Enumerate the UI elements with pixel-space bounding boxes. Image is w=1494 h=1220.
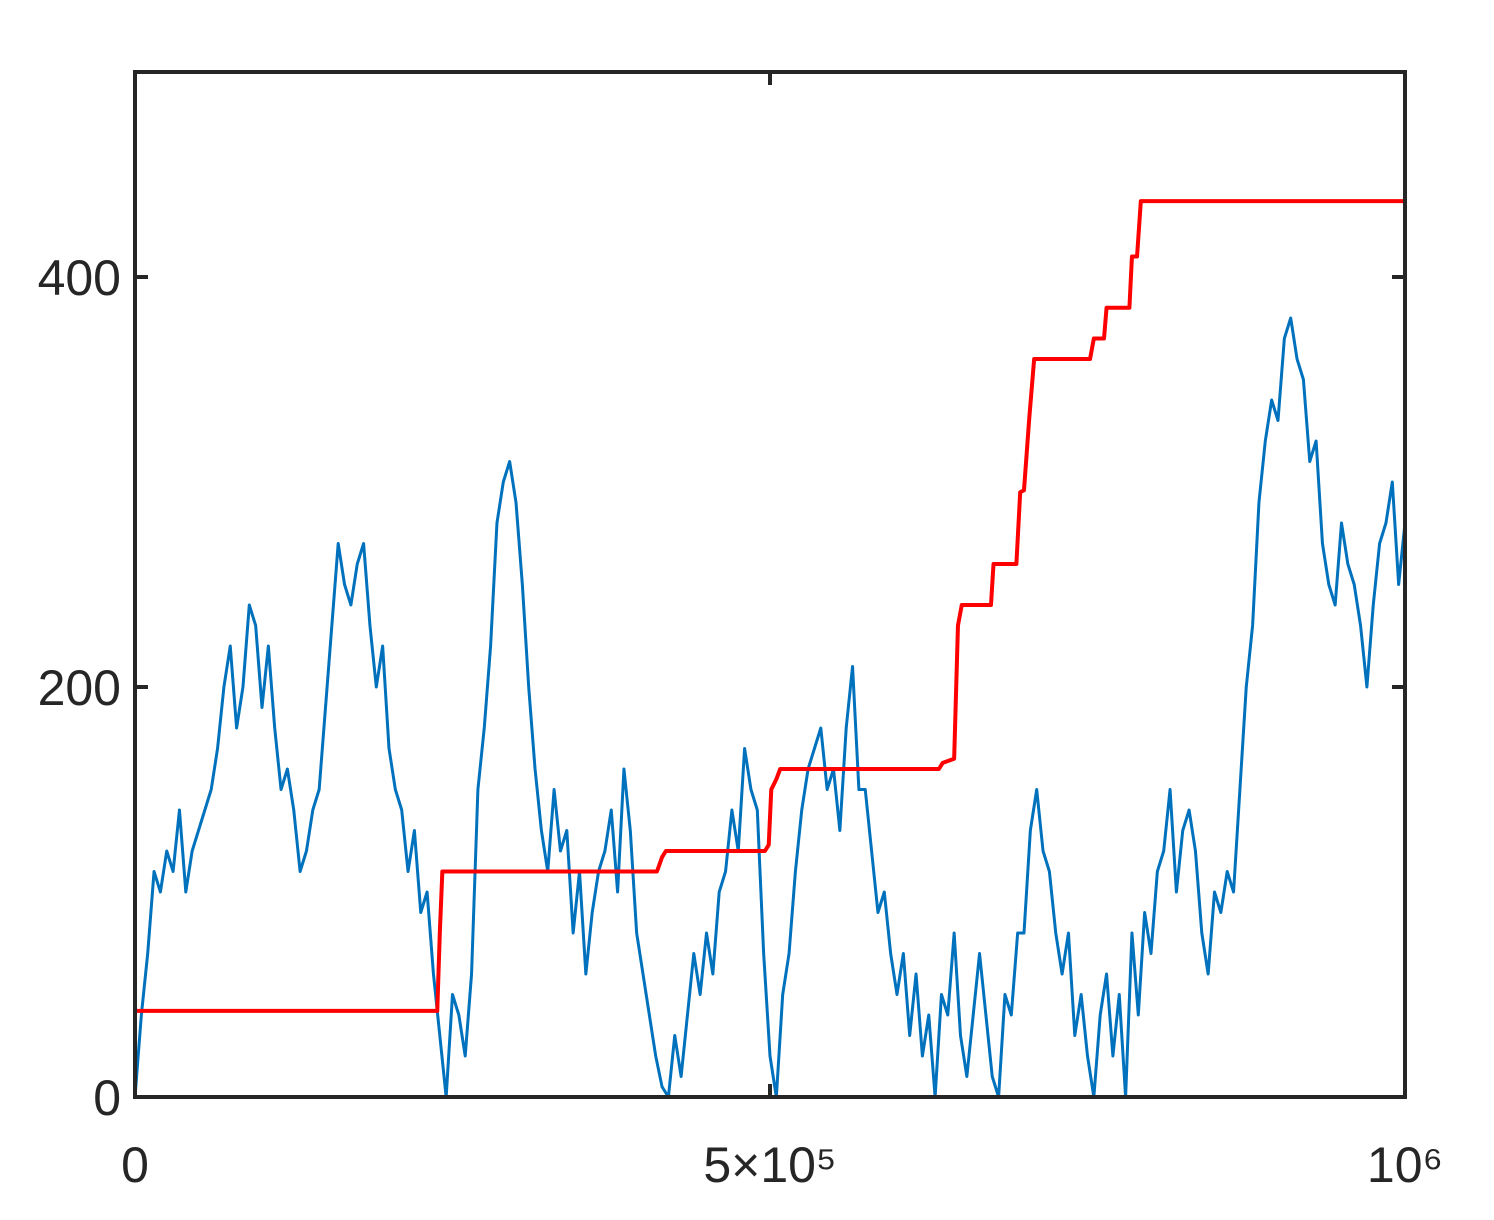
y-tick-label: 400 (38, 250, 121, 306)
y-tick-label: 0 (93, 1070, 121, 1126)
data-line (133, 316, 1407, 1099)
axes-frame (133, 70, 1407, 1099)
y-tick-label: 200 (38, 660, 121, 716)
plot-area (133, 199, 1407, 1099)
x-tick-label: 10⁶ (1367, 1137, 1443, 1193)
x-tick-label: 5×10⁵ (703, 1137, 836, 1193)
x-tick-label: 0 (121, 1137, 149, 1193)
data-line (133, 199, 1405, 1097)
